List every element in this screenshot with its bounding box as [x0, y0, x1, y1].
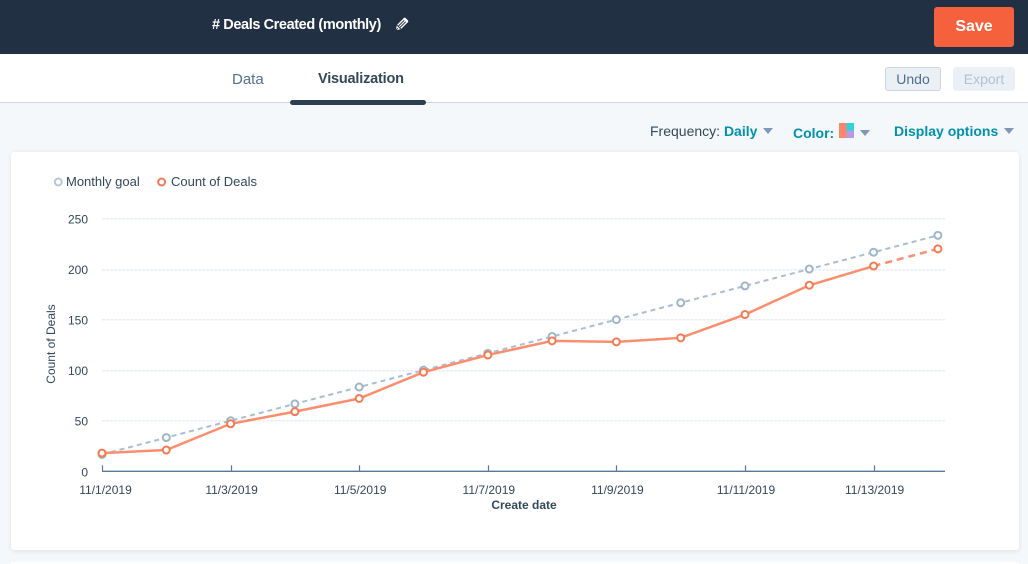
- svg-text:11/11/2019: 11/11/2019: [717, 483, 776, 497]
- svg-text:Count of Deals: Count of Deals: [44, 304, 58, 383]
- svg-text:100: 100: [68, 364, 88, 378]
- svg-text:0: 0: [81, 465, 88, 479]
- svg-text:50: 50: [75, 415, 89, 429]
- svg-text:11/13/2019: 11/13/2019: [845, 483, 904, 497]
- svg-text:Count of Deals: Count of Deals: [171, 174, 257, 189]
- svg-text:Create date: Create date: [491, 498, 557, 512]
- svg-text:11/9/2019: 11/9/2019: [591, 483, 644, 497]
- svg-text:200: 200: [68, 263, 88, 277]
- svg-text:11/1/2019: 11/1/2019: [79, 483, 132, 497]
- svg-text:150: 150: [68, 314, 88, 328]
- svg-text:Monthly goal: Monthly goal: [66, 174, 140, 189]
- svg-text:11/7/2019: 11/7/2019: [463, 483, 516, 497]
- svg-text:11/3/2019: 11/3/2019: [205, 483, 258, 497]
- svg-text:250: 250: [68, 213, 88, 227]
- svg-text:11/5/2019: 11/5/2019: [334, 483, 387, 497]
